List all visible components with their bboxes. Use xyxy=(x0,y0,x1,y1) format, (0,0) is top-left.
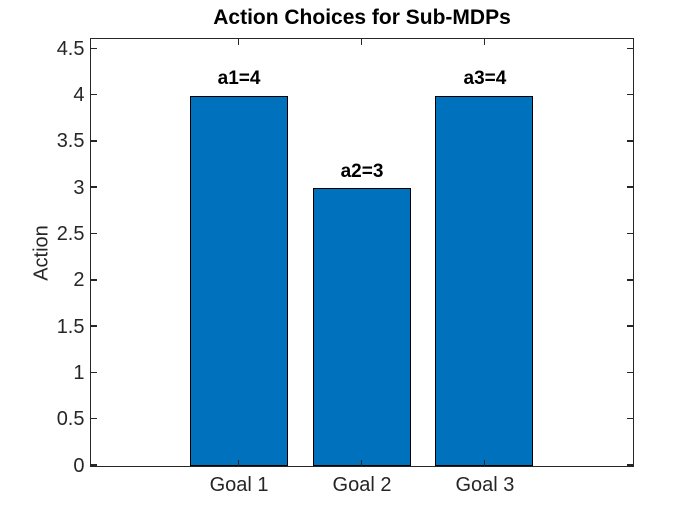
bar-goal-1 xyxy=(189,95,288,466)
x-tick-bottom-mark xyxy=(360,460,363,466)
y-tick-left-mark xyxy=(91,279,97,281)
x-tick-bottom-mark xyxy=(483,460,486,466)
x-tick-top-mark xyxy=(237,39,240,45)
y-tick-right-mark xyxy=(627,47,633,49)
y-tick-left-mark xyxy=(91,93,97,96)
y-tick-left-mark xyxy=(91,47,97,49)
y-tick-label: 1 xyxy=(73,361,85,384)
y-tick-label: 0 xyxy=(73,454,85,477)
x-tick-label: Goal 2 xyxy=(332,474,392,496)
x-tick-label: Goal 1 xyxy=(209,474,269,496)
y-tick-left-mark xyxy=(91,464,97,466)
x-tick-top-mark xyxy=(360,39,363,45)
y-tick-label: 2 xyxy=(73,269,85,292)
y-tick-left-mark xyxy=(91,186,97,188)
bar-goal-3 xyxy=(435,95,534,466)
y-tick-left-mark xyxy=(91,140,97,142)
y-tick-label: 0.5 xyxy=(56,408,85,431)
y-tick-right-mark xyxy=(627,279,633,281)
y-tick-left-mark xyxy=(91,232,97,235)
bar-value-label: a3=4 xyxy=(463,68,507,90)
y-tick-left-mark xyxy=(91,417,97,420)
y-tick-label: 1.5 xyxy=(56,315,85,338)
y-tick-right-mark xyxy=(627,417,633,420)
y-tick-right-mark xyxy=(627,325,633,327)
x-tick-bottom-mark xyxy=(237,460,240,466)
y-tick-right-mark xyxy=(627,371,633,374)
y-tick-label: 4.5 xyxy=(56,37,85,60)
bar-value-label: a1=4 xyxy=(217,68,261,90)
y-tick-label: 2.5 xyxy=(56,222,85,245)
y-tick-right-mark xyxy=(627,93,633,96)
y-tick-label: 3.5 xyxy=(56,130,85,153)
bar-value-label: a2=3 xyxy=(340,160,384,182)
x-tick-top-mark xyxy=(483,39,486,45)
y-tick-right-mark xyxy=(627,464,633,466)
bar-goal-2 xyxy=(312,188,411,466)
y-tick-label: 4 xyxy=(73,84,85,107)
y-tick-right-mark xyxy=(627,232,633,235)
y-tick-label: 3 xyxy=(73,176,85,199)
y-tick-left-mark xyxy=(91,325,97,327)
y-tick-left-mark xyxy=(91,371,97,374)
x-tick-label: Goal 3 xyxy=(455,474,515,496)
y-tick-right-mark xyxy=(627,186,633,188)
chart-title: Action Choices for Sub-MDPs xyxy=(213,6,511,29)
plot-area xyxy=(90,38,634,467)
y-tick-right-mark xyxy=(627,140,633,142)
